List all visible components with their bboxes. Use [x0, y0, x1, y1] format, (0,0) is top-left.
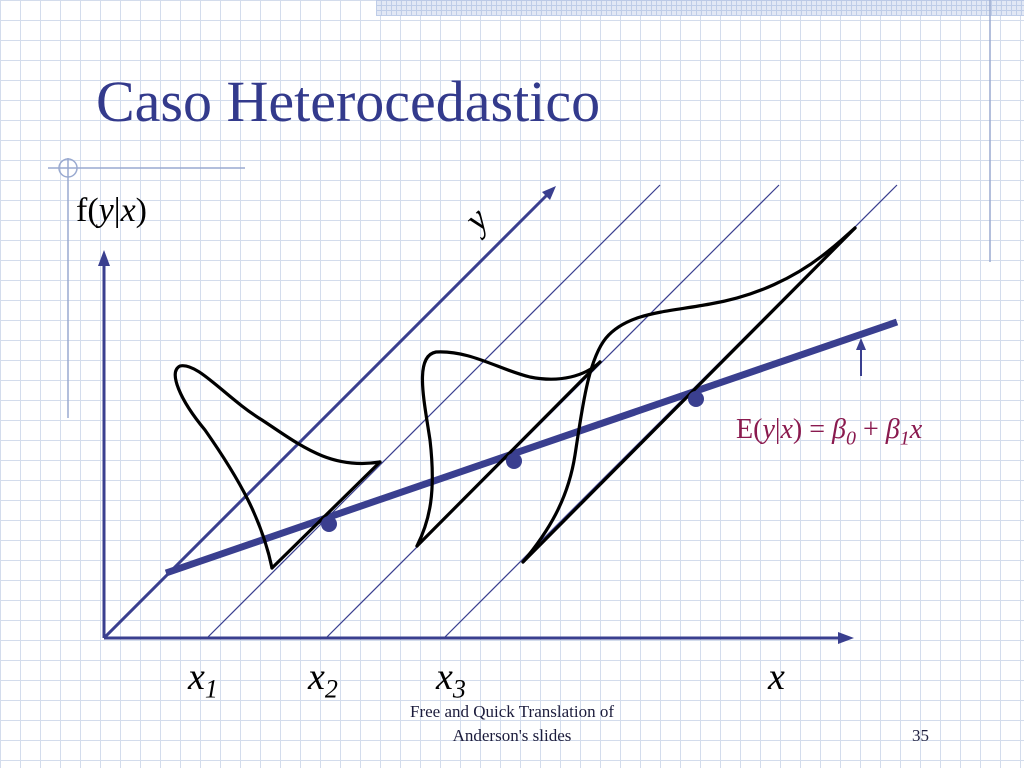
density-curve-x2: [415, 350, 602, 548]
slide-footer: Free and Quick Translation of Anderson's…: [372, 700, 652, 748]
mean-point-x2: [506, 453, 522, 469]
x-tick-label-2: x2: [308, 656, 338, 704]
mean-point-x1: [321, 516, 337, 532]
diagonal-y-axis: [102, 186, 556, 640]
header-decoration-band: [376, 0, 1024, 16]
x-axis-label: x: [768, 656, 785, 698]
density-curve-x3: [521, 226, 857, 564]
equation-pointer-arrow: [856, 338, 866, 376]
horizontal-x-axis: [104, 632, 854, 644]
conditional-mean-points: [321, 391, 704, 532]
vertical-density-axis: [98, 250, 110, 638]
x-tick-label-1: x1: [188, 656, 218, 704]
footer-line-1: Free and Quick Translation of: [410, 702, 614, 721]
mean-point-x3: [688, 391, 704, 407]
regression-line: [164, 318, 899, 577]
x-tick-label-3: x3: [436, 656, 466, 704]
page-number: 35: [912, 726, 929, 745]
footer-line-2: Anderson's slides: [452, 726, 572, 745]
slide-title: Caso Heterocedastico: [96, 69, 601, 134]
density-axis-label: f(y|x): [76, 192, 147, 229]
regression-equation: E(y|x) = β0 + β1x: [736, 414, 923, 450]
corner-crosshair-decoration: [48, 0, 991, 418]
density-curve-x1: [173, 364, 382, 570]
